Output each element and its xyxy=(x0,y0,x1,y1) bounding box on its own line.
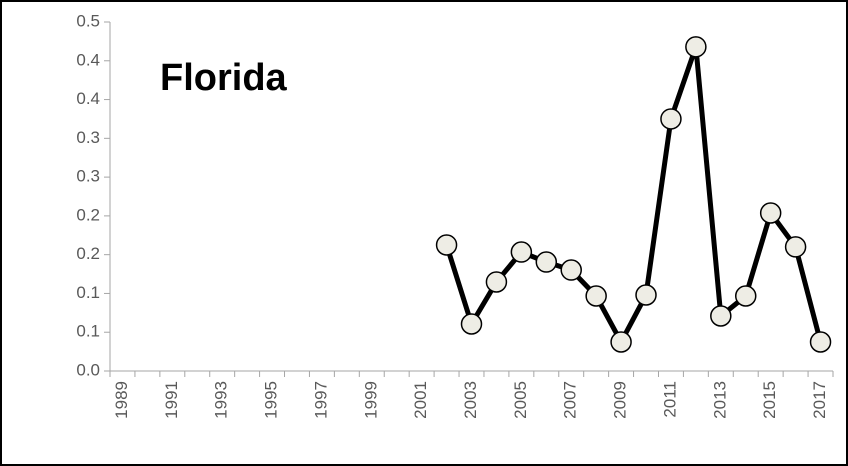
data-point xyxy=(435,234,458,256)
data-point xyxy=(635,284,657,306)
data-point xyxy=(660,108,682,130)
x-tick-label: 1991 xyxy=(162,381,181,419)
data-point xyxy=(809,331,832,353)
x-tick-label: 2011 xyxy=(660,381,679,418)
x-tick-label: 2007 xyxy=(561,381,580,419)
data-point xyxy=(734,285,757,307)
x-tick-label: 2017 xyxy=(810,381,829,419)
x-tick-label: 1997 xyxy=(311,381,330,419)
x-tick-label: 2013 xyxy=(710,381,729,419)
x-tick-label: 1993 xyxy=(212,381,231,419)
x-tick-label: 1989 xyxy=(112,381,131,419)
data-point xyxy=(560,259,582,281)
x-tick-label: 1999 xyxy=(361,381,380,419)
x-tick-label: 2005 xyxy=(511,381,530,419)
y-tick-label: 0.2 xyxy=(76,205,100,224)
series-line xyxy=(444,44,823,345)
data-point xyxy=(585,285,607,307)
data-point xyxy=(710,305,732,327)
data-point xyxy=(535,251,558,273)
y-tick-label: 0.3 xyxy=(76,128,100,147)
y-tick-label: 0.3 xyxy=(76,167,100,186)
x-tick-label: 2001 xyxy=(411,381,430,419)
chart-title: Florida xyxy=(160,57,288,99)
data-point xyxy=(759,202,782,224)
x-tick-label: 2003 xyxy=(461,381,480,419)
data-point xyxy=(485,271,508,293)
data-point xyxy=(510,241,533,263)
y-tick-label: 0.2 xyxy=(76,244,100,263)
y-tick-label: 0.1 xyxy=(76,283,100,302)
y-tick-label: 0.5 xyxy=(76,11,100,30)
data-point xyxy=(784,236,807,258)
y-tick-label: 0.4 xyxy=(76,50,100,69)
data-point xyxy=(610,331,632,353)
y-tick-label: 0.0 xyxy=(76,360,100,379)
x-tick-label: 2015 xyxy=(760,381,779,419)
data-point xyxy=(685,36,707,58)
x-tick-label: 1995 xyxy=(262,381,281,419)
y-tick-label: 0.4 xyxy=(76,89,100,108)
y-tick-label: 0.1 xyxy=(76,322,100,341)
x-tick-label: 2009 xyxy=(611,381,630,419)
data-point xyxy=(460,313,483,335)
